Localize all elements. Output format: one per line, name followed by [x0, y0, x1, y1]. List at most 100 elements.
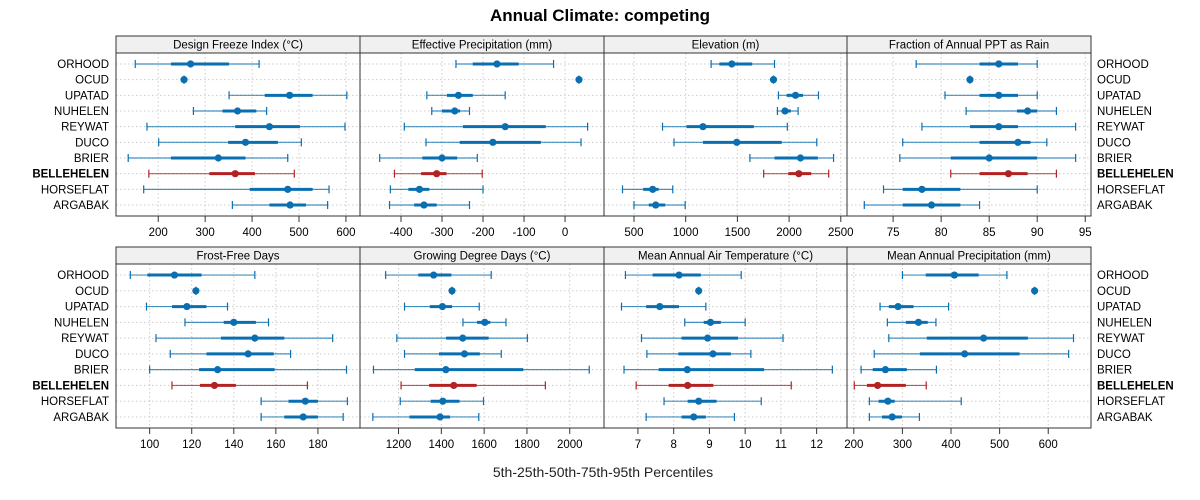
x-tick-label: -100 [513, 227, 536, 239]
x-tick-label: 7 [635, 439, 641, 451]
range-nuhelen [184, 318, 270, 327]
median-point [187, 60, 195, 68]
range-ocud [769, 75, 778, 84]
median-point [690, 413, 698, 421]
row-label-right: BELLEHELEN [1097, 169, 1174, 181]
median-point [995, 60, 1003, 68]
row-label-right: DUCO [1097, 349, 1131, 361]
x-tick-label: -200 [472, 227, 495, 239]
row-label-left: REYWAT [61, 122, 109, 134]
row-label-right: DUCO [1097, 137, 1131, 149]
panel-border [359, 52, 605, 217]
range-brier [127, 154, 289, 163]
x-tick-label: 200 [149, 227, 168, 239]
median-point [451, 107, 459, 115]
median-point [781, 107, 789, 115]
range-duco [673, 138, 818, 147]
panel-title: Mean Annual Precipitation (mm) [887, 251, 1051, 263]
median-point [241, 138, 250, 146]
range-argabak [645, 412, 736, 421]
median-point [1023, 107, 1032, 115]
range-horseflat [389, 185, 484, 194]
median-point [442, 366, 450, 374]
range-orhood [134, 59, 260, 68]
median-point [284, 185, 292, 193]
range-argabak [388, 201, 471, 210]
median-point [481, 318, 489, 326]
range-duco [873, 349, 1070, 358]
row-label-right: OCUD [1097, 75, 1131, 87]
x-tick-label: 600 [1039, 439, 1058, 451]
range-horseflat [663, 397, 762, 406]
median-point [995, 123, 1003, 131]
median-point [894, 302, 902, 311]
median-point [265, 123, 274, 131]
median-point [183, 302, 191, 311]
range-bellehelen [400, 381, 546, 390]
row-label-left: UPATAD [65, 90, 109, 102]
row-label-left: ORHOOD [57, 59, 109, 71]
x-tick-label: 75 [887, 227, 900, 239]
range-orhood [385, 271, 492, 280]
median-point [791, 91, 800, 99]
row-label-right: OCUD [1097, 286, 1131, 298]
median-point [460, 350, 469, 358]
x-tick-label: 1800 [514, 439, 540, 451]
chart-title: Annual Climate: competing [490, 6, 710, 25]
median-point [918, 185, 926, 193]
range-reywat [155, 334, 334, 343]
x-tick-label: 400 [941, 439, 960, 451]
median-point [961, 350, 969, 358]
row-label-left: ARGABAK [53, 412, 109, 424]
range-orhood [915, 59, 1038, 68]
range-reywat [403, 122, 589, 131]
range-nuhelen [965, 106, 1058, 115]
range-duco [403, 349, 502, 358]
median-point [695, 287, 703, 295]
range-bellehelen [171, 381, 309, 390]
x-tick-label: 140 [224, 439, 243, 451]
range-upatad [777, 91, 820, 100]
median-point [1004, 170, 1012, 178]
row-label-right: BRIER [1097, 153, 1132, 165]
median-point [874, 381, 882, 390]
panel-border [359, 263, 605, 429]
median-point [728, 60, 736, 68]
range-duco [169, 349, 292, 358]
median-point [436, 413, 444, 421]
median-point [706, 318, 715, 326]
median-point [699, 123, 707, 131]
range-orhood [710, 59, 776, 68]
range-ocud [192, 286, 200, 295]
range-upatad [403, 302, 480, 311]
panel-title: Fraction of Annual PPT as Rain [889, 40, 1049, 52]
x-tick-label: 500 [990, 439, 1009, 451]
x-tick-label: 10 [739, 439, 752, 451]
panel-title: Mean Annual Air Temperature (°C) [638, 251, 813, 263]
x-tick-label: 9 [706, 439, 712, 451]
panel-1: Effective Precipitation (mm) -400 -300 -200… [359, 35, 605, 239]
range-ocud [1031, 286, 1039, 295]
panel-5: Growing Degree Days (°C) 1200 1400 1600 1800… [359, 246, 605, 451]
range-brier [623, 365, 833, 374]
range-horseflat [143, 185, 330, 194]
range-reywat [396, 334, 528, 343]
panel-border [846, 52, 1092, 217]
median-point [438, 154, 446, 162]
range-orhood [624, 271, 742, 280]
x-tick-label: 12 [810, 439, 823, 451]
row-label-right: NUHELEN [1097, 106, 1152, 118]
range-horseflat [399, 397, 485, 406]
range-upatad [944, 91, 1038, 100]
median-point [575, 76, 583, 84]
x-tick-label: 11 [775, 439, 787, 451]
panel-title: Design Freeze Index (°C) [173, 40, 303, 52]
median-point [995, 91, 1003, 99]
row-label-right: BELLEHELEN [1097, 380, 1174, 392]
x-tick-label: 160 [266, 439, 285, 451]
range-brier [860, 365, 938, 374]
range-brier [379, 154, 478, 163]
row-label-left: HORSEFLAT [41, 396, 109, 408]
row-label-left: OCUD [75, 286, 109, 298]
median-point [213, 366, 222, 374]
